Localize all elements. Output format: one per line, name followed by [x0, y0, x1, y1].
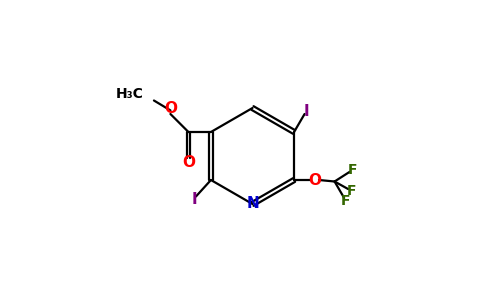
Text: I: I	[303, 103, 309, 118]
Text: N: N	[246, 196, 259, 211]
Text: O: O	[164, 101, 177, 116]
Text: H₃C: H₃C	[116, 87, 143, 101]
Text: F: F	[340, 194, 350, 208]
Text: F: F	[348, 163, 357, 176]
Text: O: O	[182, 155, 195, 170]
Text: I: I	[192, 192, 197, 207]
Text: F: F	[347, 184, 356, 197]
Text: O: O	[309, 172, 321, 188]
